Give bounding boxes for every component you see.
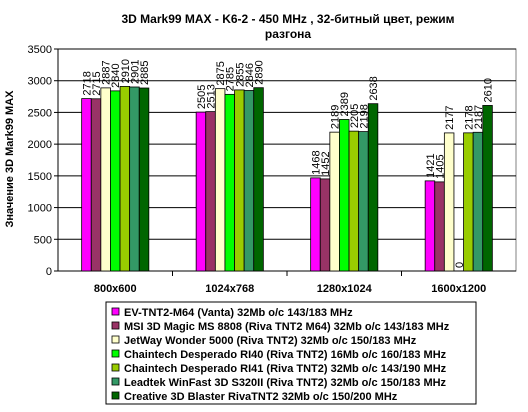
legend: EV-TNT2-M64 (Vanta) 32Mb o/c 143/183 MHz… xyxy=(105,301,477,405)
bar xyxy=(339,119,350,272)
data-label: 2855 xyxy=(234,62,246,86)
legend-swatch xyxy=(111,307,120,316)
data-label: 2638 xyxy=(368,76,380,100)
data-label: 2901 xyxy=(129,60,141,84)
data-label: 2885 xyxy=(139,61,151,85)
legend-entry: Creative 3D Blaster RivaTNT2 32Mb o/c 15… xyxy=(124,391,398,403)
bar xyxy=(329,131,340,272)
bar xyxy=(253,87,264,272)
data-label: 0 xyxy=(454,262,466,268)
y-tick-label: 2000 xyxy=(28,139,52,151)
bar xyxy=(310,177,321,272)
y-tick-label: 1000 xyxy=(28,203,52,215)
bar xyxy=(129,86,140,272)
plot-area: 0 500 1000 1500 2000 2500 3000 3500 271827152887… xyxy=(28,44,517,295)
bar xyxy=(195,111,207,272)
chart-title: 3D Mark99 MAX - K6-2 - 450 MHz , 32-битн… xyxy=(122,12,455,41)
legend-entry: JetWay Wonder 5000 (Riva TNT2) 32Mb o/c … xyxy=(124,335,417,347)
x-tick-label: 1024x768 xyxy=(205,283,254,295)
bar xyxy=(224,93,235,272)
bar xyxy=(90,98,102,272)
data-label: 2875 xyxy=(215,61,227,85)
legend-entry: EV-TNT2-M64 (Vanta) 32Mb o/c 143/183 MHz xyxy=(124,307,353,319)
data-label: 2177 xyxy=(444,105,456,129)
bar xyxy=(214,88,226,272)
y-tick-label: 3000 xyxy=(28,76,52,88)
bar xyxy=(81,98,92,272)
data-label: 2389 xyxy=(339,92,351,116)
data-label: 2840 xyxy=(110,63,122,87)
data-label: 1468 xyxy=(310,150,322,174)
data-label: 2198 xyxy=(358,104,370,128)
data-label: 2715 xyxy=(91,71,103,95)
bar xyxy=(110,90,121,272)
legend-swatch xyxy=(111,321,120,330)
chart-title-line-2: разгона xyxy=(265,27,312,41)
data-label: 2890 xyxy=(254,60,266,84)
bar xyxy=(319,178,331,272)
data-label: 2785 xyxy=(225,67,237,91)
data-label: 2189 xyxy=(330,105,342,129)
bar xyxy=(482,105,493,272)
y-tick-label: 500 xyxy=(34,234,52,246)
bar xyxy=(424,180,436,272)
data-label: 1452 xyxy=(320,151,332,175)
bar xyxy=(138,87,150,272)
bar xyxy=(463,132,474,272)
legend-entry: Chaintech Desperado RI40 (Riva TNT2) 16M… xyxy=(124,349,447,361)
bar xyxy=(472,131,484,272)
bar xyxy=(243,90,255,272)
legend-swatch xyxy=(111,391,120,400)
data-label: 1421 xyxy=(425,153,437,177)
data-label: 2718 xyxy=(81,71,93,95)
bar xyxy=(348,130,360,272)
legend-swatch xyxy=(111,377,120,386)
bar xyxy=(119,86,131,272)
data-label: 2505 xyxy=(196,85,208,109)
bar xyxy=(434,181,445,272)
y-tick-label: 0 xyxy=(46,266,52,278)
x-tick-label: 1280x1024 xyxy=(317,283,373,295)
legend-swatch xyxy=(111,349,120,358)
bar xyxy=(100,87,111,272)
data-label: 2910 xyxy=(120,59,132,83)
bar xyxy=(367,103,379,272)
data-label: 2610 xyxy=(483,78,495,102)
y-tick-label: 3500 xyxy=(28,44,52,56)
y-axis-label: Значение 3D Mark99 MAX xyxy=(4,90,16,228)
bar xyxy=(205,111,216,272)
legend-swatch xyxy=(111,335,120,344)
legend-entry: Leadtek WinFast 3D S320II (Riva TNT2) 32… xyxy=(124,377,447,389)
data-label: 2887 xyxy=(101,60,113,84)
data-label: 2513 xyxy=(206,84,218,108)
chart-title-line-1: 3D Mark99 MAX - K6-2 - 450 MHz , 32-битн… xyxy=(122,12,455,26)
data-label: 2205 xyxy=(349,104,361,128)
data-label: 2846 xyxy=(244,63,256,87)
legend-swatch xyxy=(111,363,120,372)
legend-entry: MSI 3D Magic MS 8808 (Riva TNT2 M64) 32M… xyxy=(124,321,450,333)
y-tick-label: 2500 xyxy=(28,107,52,119)
bar xyxy=(234,89,245,272)
data-label: 1405 xyxy=(435,154,447,178)
y-tick-label: 1500 xyxy=(28,171,52,183)
legend-box xyxy=(105,301,477,405)
data-label: 2187 xyxy=(473,105,485,129)
bar xyxy=(443,132,455,272)
data-label: 2178 xyxy=(463,105,475,129)
bar xyxy=(358,131,369,272)
x-tick-label: 800x600 xyxy=(94,283,137,295)
legend-entry: Chaintech Desperado RI41 (Riva TNT2) 32M… xyxy=(124,363,447,375)
x-tick-label: 1600x1200 xyxy=(431,283,486,295)
